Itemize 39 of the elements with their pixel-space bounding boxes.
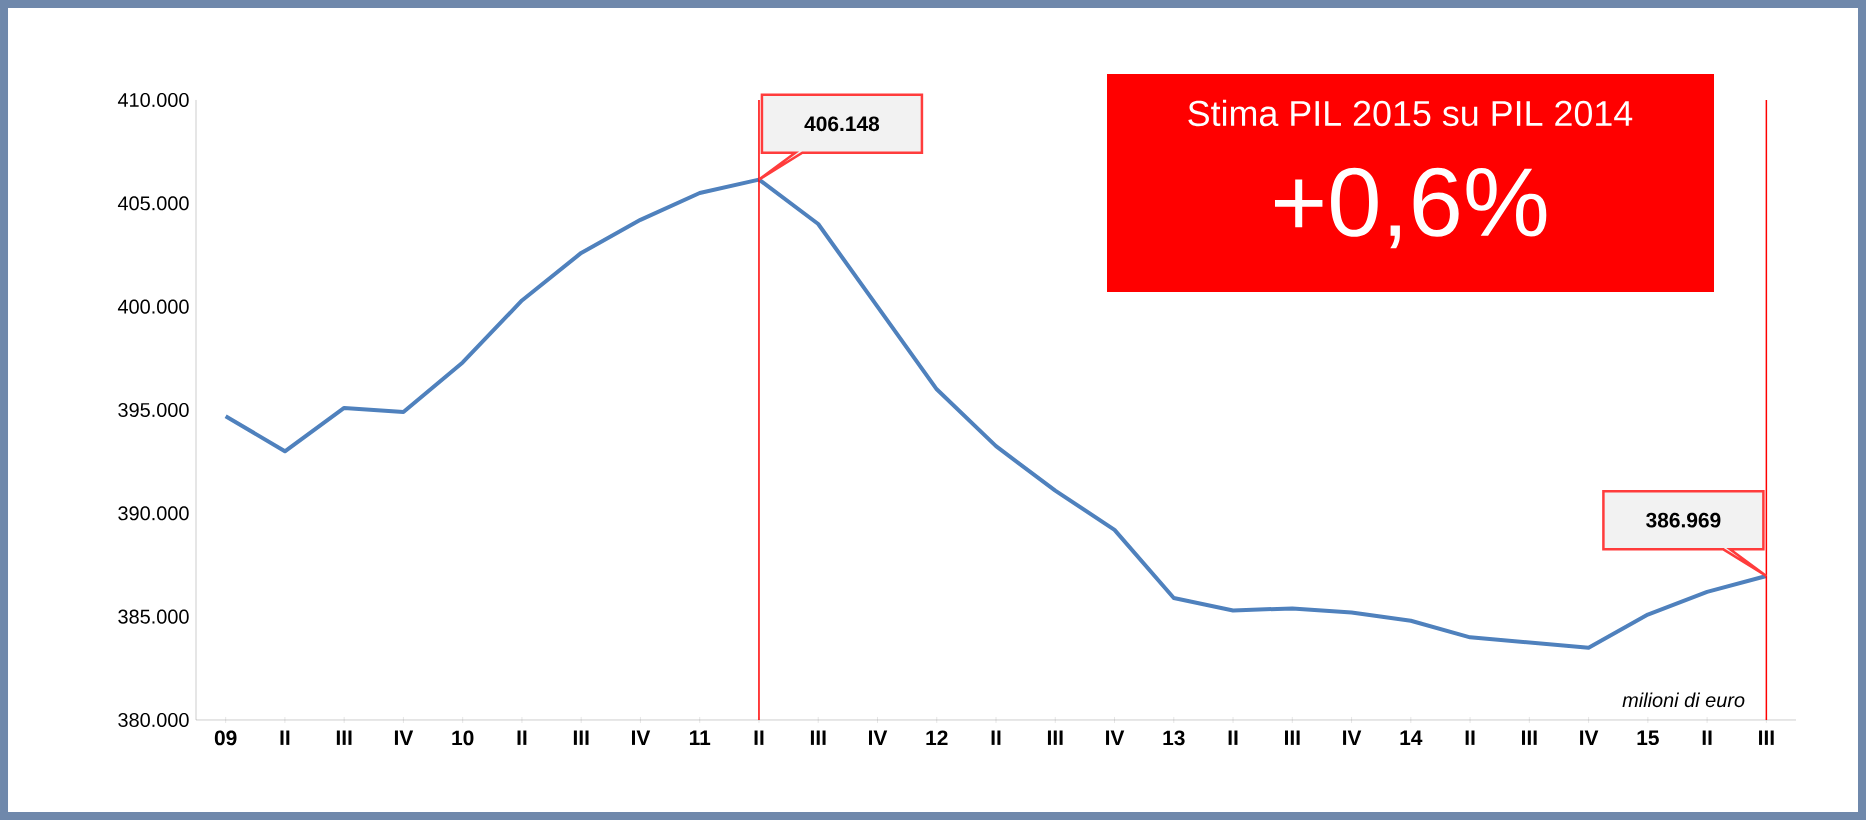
x-tick-label: III	[810, 730, 826, 745]
y-tick-label: 405.000	[117, 196, 189, 211]
x-tick-label: IV	[394, 730, 414, 745]
chart-title: Stima PIL 2015 su PIL 2014	[1188, 99, 1633, 127]
x-tick-label: IV	[1106, 730, 1125, 745]
x-tick-label: IV	[631, 730, 651, 745]
annotation: 386.969	[1646, 512, 1721, 528]
x-tick-label: III	[1522, 730, 1537, 745]
x-tick-label: II	[517, 730, 527, 745]
y-tick-label: 410.000	[117, 92, 189, 108]
x-tick-label: 09	[214, 730, 237, 746]
x-tick-label: 14	[1400, 730, 1423, 745]
x-tick-label: II	[1702, 730, 1712, 745]
x-tick-label: III	[1284, 730, 1300, 745]
x-tick-label: II	[1465, 730, 1475, 745]
x-tick-label: II	[754, 730, 764, 745]
text: +0,6%	[1275, 167, 1547, 249]
y-tick-label: 380.000	[118, 712, 189, 728]
x-tick-label: IV	[1343, 730, 1362, 745]
y-tick-label: 390.000	[118, 506, 189, 521]
annotation: milioni di euro	[1622, 692, 1745, 708]
annotation: 406.148	[804, 116, 880, 132]
x-tick-label: III	[1047, 730, 1063, 745]
x-tick-label: IV	[1580, 730, 1599, 745]
x-tick-label: 15	[1637, 730, 1659, 746]
x-tick-label: 10	[452, 730, 474, 746]
x-tick-label: II	[991, 730, 1001, 745]
x-tick-label: III	[573, 730, 589, 745]
y-tick-label: 385.000	[118, 609, 189, 624]
x-tick-label: II	[280, 730, 290, 745]
y-tick-label: 400.000	[117, 299, 189, 314]
x-tick-label: 12	[926, 730, 948, 746]
x-tick-label: II	[1228, 730, 1238, 745]
x-tick-label: III	[1759, 730, 1774, 745]
x-tick-label: III	[336, 730, 352, 745]
x-tick-label: 13	[1163, 730, 1185, 746]
x-tick-label: IV	[869, 730, 888, 745]
x-tick-label: 11	[689, 730, 711, 745]
y-tick-label: 395.000	[118, 402, 189, 418]
